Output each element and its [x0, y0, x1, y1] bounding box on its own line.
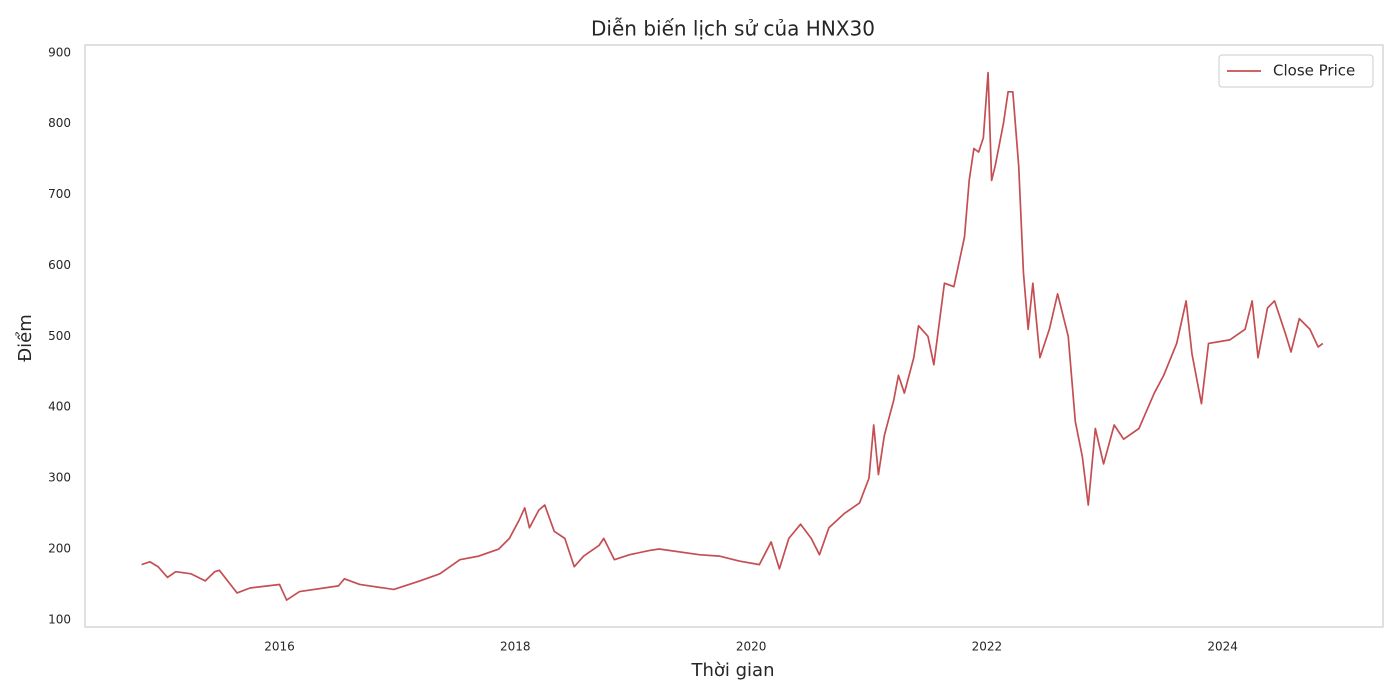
y-tick-label: 300 [48, 471, 71, 485]
y-tick-label: 800 [48, 116, 71, 130]
x-axis-label: Thời gian [690, 660, 774, 681]
legend-label: Close Price [1273, 62, 1355, 80]
x-tick-label: 2016 [264, 640, 295, 654]
chart-title: Diễn biến lịch sử của HNX30 [591, 17, 875, 41]
x-tick-label: 2020 [736, 640, 767, 654]
plot-frame [84, 44, 1384, 628]
y-tick-label: 100 [48, 612, 71, 626]
y-tick-label: 400 [48, 400, 71, 414]
y-tick-label: 600 [48, 258, 71, 272]
legend-box [1218, 54, 1374, 88]
y-tick-label: 200 [48, 542, 71, 556]
x-tick-label: 2024 [1207, 640, 1238, 654]
x-tick-label: 2022 [972, 640, 1003, 654]
y-tick-label: 700 [48, 187, 71, 201]
y-axis-label: Điểm [15, 314, 36, 362]
price-line [141, 71, 1324, 601]
y-tick-label: 500 [48, 329, 71, 343]
y-tick-label: 900 [48, 45, 71, 59]
x-tick-label: 2018 [500, 640, 531, 654]
